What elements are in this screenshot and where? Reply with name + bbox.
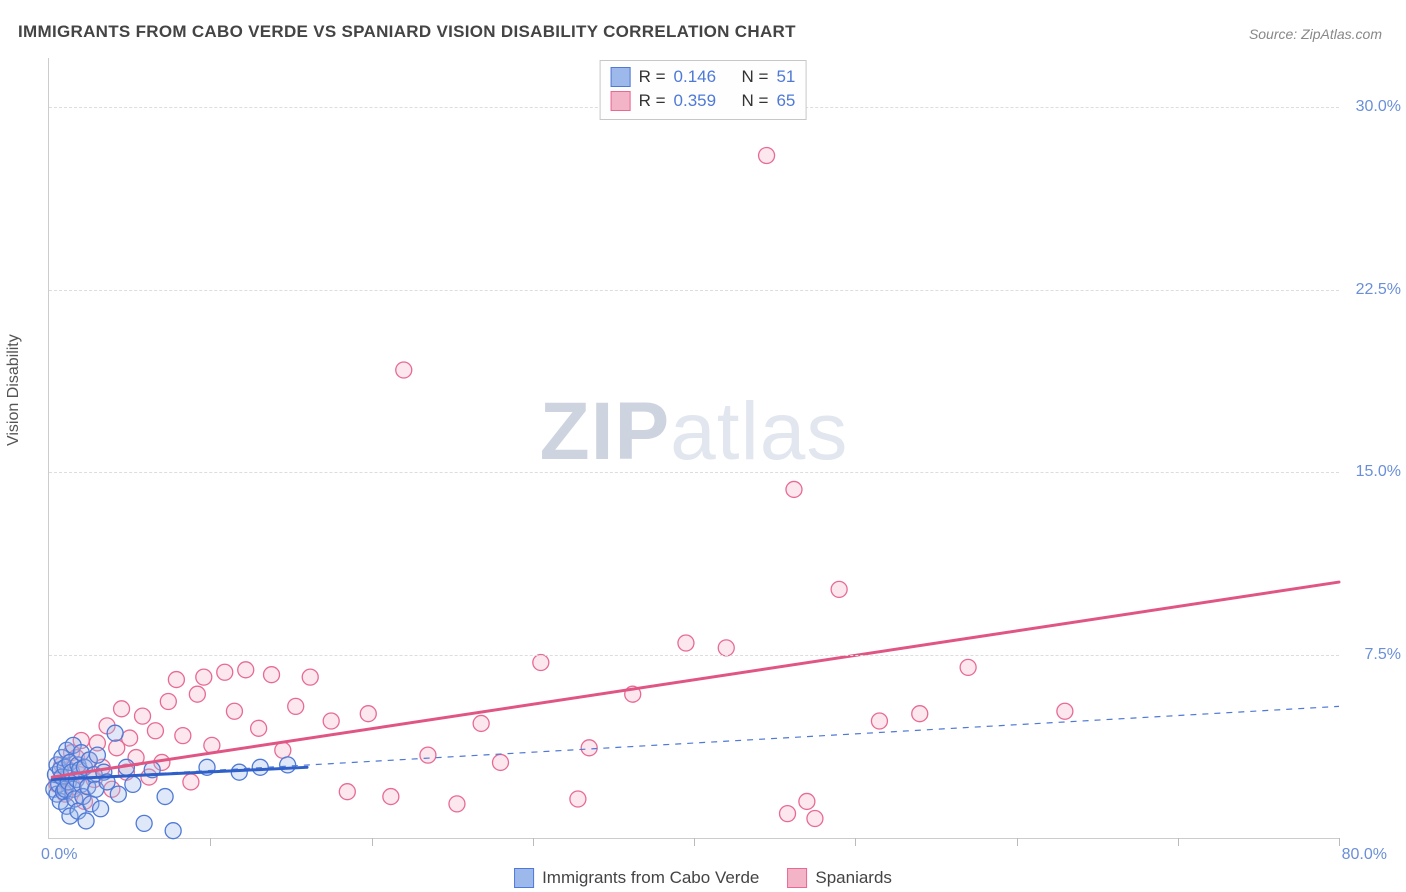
data-point-pink bbox=[122, 730, 138, 746]
chart-title: IMMIGRANTS FROM CABO VERDE VS SPANIARD V… bbox=[18, 22, 796, 42]
x-tick bbox=[1017, 838, 1018, 846]
data-point-pink bbox=[960, 659, 976, 675]
plot-area: ZIPatlas 0.0% 80.0% 7.5%15.0%22.5%30.0% bbox=[48, 58, 1339, 839]
data-point-pink bbox=[493, 754, 509, 770]
x-tick bbox=[1178, 838, 1179, 846]
data-point-pink bbox=[135, 708, 151, 724]
data-point-blue bbox=[89, 747, 105, 763]
data-point-pink bbox=[718, 640, 734, 656]
data-point-pink bbox=[581, 740, 597, 756]
data-point-pink bbox=[396, 362, 412, 378]
x-axis-min-label: 0.0% bbox=[41, 846, 77, 864]
x-tick bbox=[694, 838, 695, 846]
source-label: Source: ZipAtlas.com bbox=[1249, 26, 1382, 42]
data-point-pink bbox=[175, 728, 191, 744]
data-point-blue bbox=[110, 786, 126, 802]
y-tick-label: 22.5% bbox=[1356, 281, 1401, 299]
data-point-pink bbox=[759, 148, 775, 164]
data-point-pink bbox=[323, 713, 339, 729]
swatch-blue-icon bbox=[514, 868, 534, 888]
data-point-pink bbox=[831, 581, 847, 597]
data-point-pink bbox=[264, 667, 280, 683]
gridline bbox=[49, 655, 1339, 656]
swatch-pink-icon bbox=[787, 868, 807, 888]
stats-row-blue: R = 0.146 N = 51 bbox=[611, 65, 796, 89]
legend-item-pink: Spaniards bbox=[787, 868, 892, 888]
data-point-pink bbox=[160, 694, 176, 710]
n-label: N = bbox=[742, 89, 769, 113]
legend-item-blue: Immigrants from Cabo Verde bbox=[514, 868, 759, 888]
data-point-pink bbox=[217, 664, 233, 680]
data-point-pink bbox=[183, 774, 199, 790]
data-point-pink bbox=[360, 706, 376, 722]
y-tick-label: 30.0% bbox=[1356, 98, 1401, 116]
data-point-pink bbox=[570, 791, 586, 807]
data-point-blue bbox=[78, 813, 94, 829]
n-label: N = bbox=[742, 65, 769, 89]
data-point-pink bbox=[168, 672, 184, 688]
data-point-pink bbox=[449, 796, 465, 812]
data-point-pink bbox=[288, 698, 304, 714]
n-value-blue: 51 bbox=[776, 65, 795, 89]
data-point-pink bbox=[251, 720, 267, 736]
legend-label-blue: Immigrants from Cabo Verde bbox=[542, 868, 759, 888]
data-point-blue bbox=[125, 776, 141, 792]
data-point-pink bbox=[226, 703, 242, 719]
legend-label-pink: Spaniards bbox=[815, 868, 892, 888]
data-point-pink bbox=[420, 747, 436, 763]
data-point-blue bbox=[107, 725, 123, 741]
data-point-pink bbox=[339, 784, 355, 800]
data-point-pink bbox=[678, 635, 694, 651]
r-label: R = bbox=[639, 89, 666, 113]
x-axis-max-label: 80.0% bbox=[1342, 846, 1387, 864]
gridline bbox=[49, 290, 1339, 291]
trend-solid-pink bbox=[52, 582, 1339, 777]
chart-container: IMMIGRANTS FROM CABO VERDE VS SPANIARD V… bbox=[0, 0, 1406, 892]
stats-row-pink: R = 0.359 N = 65 bbox=[611, 89, 796, 113]
data-point-pink bbox=[275, 742, 291, 758]
y-tick-label: 15.0% bbox=[1356, 463, 1401, 481]
swatch-pink bbox=[611, 91, 631, 111]
swatch-blue bbox=[611, 67, 631, 87]
data-point-pink bbox=[780, 806, 796, 822]
data-point-pink bbox=[196, 669, 212, 685]
x-tick bbox=[533, 838, 534, 846]
data-point-pink bbox=[533, 655, 549, 671]
data-point-pink bbox=[147, 723, 163, 739]
y-axis-title: Vision Disability bbox=[5, 334, 23, 446]
r-value-blue: 0.146 bbox=[674, 65, 717, 89]
x-tick bbox=[372, 838, 373, 846]
scatter-svg bbox=[49, 58, 1339, 838]
n-value-pink: 65 bbox=[776, 89, 795, 113]
data-point-pink bbox=[238, 662, 254, 678]
data-point-blue bbox=[280, 757, 296, 773]
gridline bbox=[49, 472, 1339, 473]
data-point-pink bbox=[799, 793, 815, 809]
data-point-pink bbox=[807, 811, 823, 827]
x-tick bbox=[210, 838, 211, 846]
x-tick bbox=[1339, 838, 1340, 846]
x-tick bbox=[855, 838, 856, 846]
data-point-blue bbox=[136, 815, 152, 831]
data-point-pink bbox=[114, 701, 130, 717]
data-point-pink bbox=[786, 481, 802, 497]
data-point-pink bbox=[473, 715, 489, 731]
data-point-blue bbox=[93, 801, 109, 817]
data-point-pink bbox=[912, 706, 928, 722]
y-tick-label: 7.5% bbox=[1365, 646, 1401, 664]
data-point-pink bbox=[871, 713, 887, 729]
r-label: R = bbox=[639, 65, 666, 89]
data-point-pink bbox=[383, 789, 399, 805]
data-point-pink bbox=[302, 669, 318, 685]
r-value-pink: 0.359 bbox=[674, 89, 717, 113]
data-point-pink bbox=[1057, 703, 1073, 719]
data-point-pink bbox=[189, 686, 205, 702]
data-point-blue bbox=[165, 823, 181, 839]
trend-dashed-blue bbox=[52, 706, 1339, 779]
data-point-blue bbox=[157, 789, 173, 805]
series-legend: Immigrants from Cabo Verde Spaniards bbox=[514, 868, 892, 888]
stats-legend: R = 0.146 N = 51 R = 0.359 N = 65 bbox=[600, 60, 807, 120]
